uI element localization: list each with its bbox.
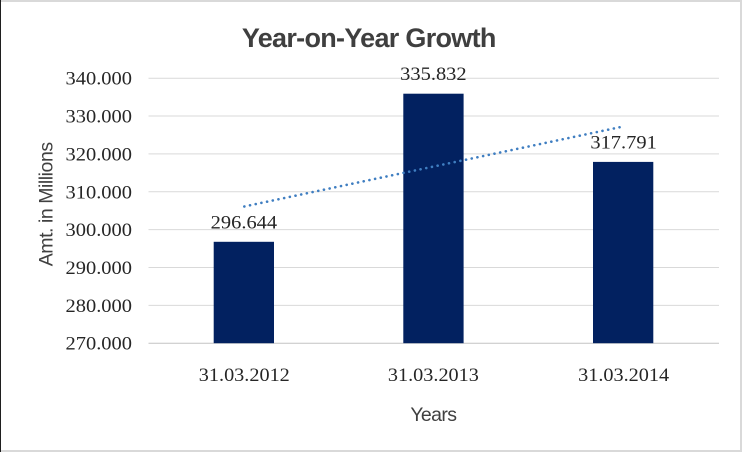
- svg-text:335.832: 335.832: [400, 64, 467, 85]
- svg-text:270.000: 270.000: [66, 334, 133, 355]
- svg-text:320.000: 320.000: [66, 144, 133, 165]
- svg-text:Amt. in Millions: Amt. in Millions: [36, 142, 58, 267]
- svg-text:31.03.2012: 31.03.2012: [199, 365, 290, 386]
- svg-text:300.000: 300.000: [66, 220, 133, 241]
- svg-text:340.000: 340.000: [66, 69, 133, 90]
- svg-text:290.000: 290.000: [66, 258, 133, 279]
- svg-text:31.03.2013: 31.03.2013: [388, 365, 479, 386]
- svg-text:Year-on-Year Growth: Year-on-Year Growth: [242, 23, 496, 53]
- svg-text:317.791: 317.791: [590, 133, 657, 154]
- svg-text:296.644: 296.644: [211, 213, 278, 234]
- svg-text:Years: Years: [410, 404, 457, 426]
- svg-text:280.000: 280.000: [66, 296, 133, 317]
- svg-text:310.000: 310.000: [66, 182, 133, 203]
- svg-text:330.000: 330.000: [66, 107, 133, 128]
- svg-text:31.03.2014: 31.03.2014: [578, 365, 669, 386]
